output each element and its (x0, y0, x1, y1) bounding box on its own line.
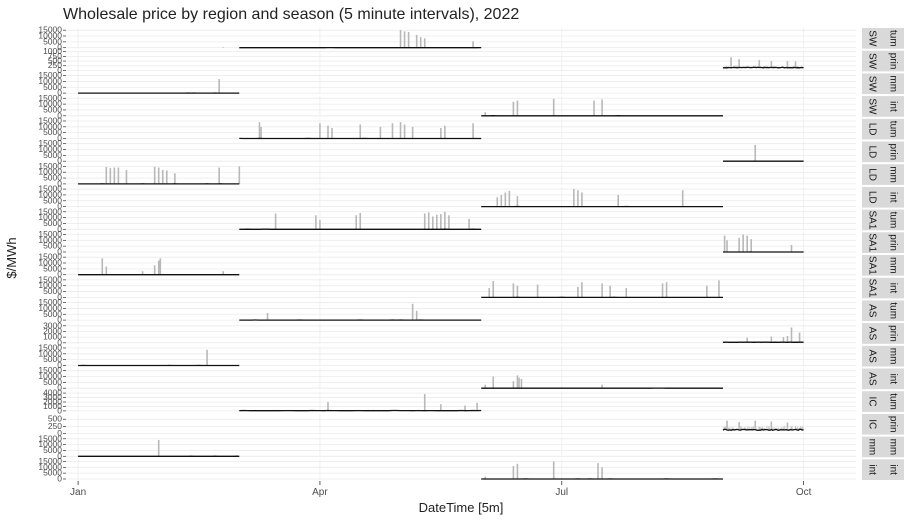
panel-background (66, 232, 856, 253)
facet-strip-label: mm (866, 439, 877, 456)
y-axis-label: $/MWh (4, 237, 19, 278)
facet-strip-label: int (866, 464, 877, 475)
panel-background (66, 278, 856, 299)
facet-strip-label: mm (887, 257, 898, 274)
facet-strip-label: SW (866, 98, 877, 115)
facet-strip-label: AS (866, 327, 877, 341)
facet-strip-label: mm (887, 75, 898, 92)
x-axis: Jan Apr Jul Oct (70, 481, 812, 498)
facet-strip-label: mm (887, 348, 898, 365)
panel-background (66, 210, 856, 231)
facet-strip-label: IC (866, 397, 877, 407)
facet-strip-label: IC (866, 419, 877, 429)
panel-background (66, 164, 856, 185)
facet-strip-label: prin (887, 53, 898, 70)
facet-strip-label: SA1 (866, 279, 877, 298)
facet-strip-label: LD (866, 191, 877, 204)
facet-strip-label: AS (866, 372, 877, 386)
panel-background (66, 142, 856, 163)
facet-strip-label: tum (887, 30, 898, 47)
facet-strip-label: tum (887, 121, 898, 138)
price-line (723, 429, 804, 430)
panel-background (66, 255, 856, 276)
facet-strip-label: SW (866, 30, 877, 47)
facet-strip-label: tum (887, 302, 898, 319)
facet-strip-label: mm (887, 166, 898, 183)
facet-strip-label: tum (887, 212, 898, 229)
panel-background (66, 119, 856, 140)
facet-strip-label: LD (866, 123, 877, 136)
facet-strip-label: int (887, 192, 898, 203)
facet-strip-label: int (887, 101, 898, 112)
facet-strip-label: int (887, 374, 898, 385)
panel-background (66, 96, 856, 117)
facet-strip-label: SA1 (866, 233, 877, 252)
x-tick-label: Apr (312, 487, 328, 498)
facet-strip-label: LD (866, 168, 877, 181)
panel-background (66, 28, 856, 49)
x-tick-label: Oct (796, 487, 812, 498)
panel-background (66, 369, 856, 390)
panel-background (66, 346, 856, 367)
panel-background (66, 437, 856, 458)
facet-strip-label: mm (887, 439, 898, 456)
facet-strip-label: SW (866, 53, 877, 70)
y-tick-label: 0 (57, 474, 62, 484)
panel-background (66, 73, 856, 94)
x-tick-label: Jan (70, 487, 86, 498)
chart-title: Wholesale price by region and season (5 … (63, 6, 519, 23)
panel-background (66, 187, 856, 208)
x-tick-label: Jul (555, 487, 568, 498)
facet-strip-label: AS (866, 304, 877, 318)
facet-strip-label: AS (866, 349, 877, 363)
facet-strip-label: SA1 (866, 256, 877, 275)
facet-strip-label: prin (887, 325, 898, 342)
facet-strip-label: int (887, 464, 898, 475)
x-axis-label: DateTime [5m] (419, 500, 504, 515)
panel-background (66, 459, 856, 480)
panel-background (66, 391, 856, 412)
facet-strip-label: LD (866, 145, 877, 158)
facet-strip-label: int (887, 283, 898, 294)
facet-strip-label: SA1 (866, 210, 877, 229)
panel-background (66, 323, 856, 344)
panel-background (66, 414, 856, 435)
facet-strip-label: prin (887, 234, 898, 251)
panel-background (66, 300, 856, 321)
facet-strip-label: prin (887, 416, 898, 433)
facet-strip-label: SW (866, 76, 877, 93)
facet-strip-label: tum (887, 393, 898, 410)
facet-strip-label: prin (887, 144, 898, 161)
price-line (723, 67, 804, 68)
